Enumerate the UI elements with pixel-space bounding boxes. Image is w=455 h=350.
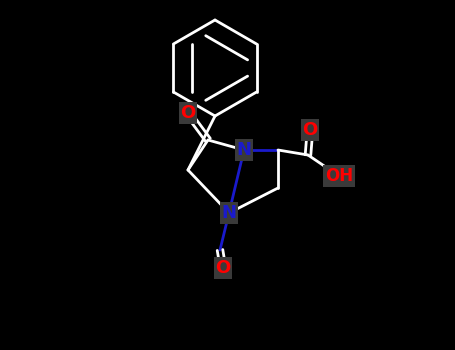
Text: OH: OH [325,167,353,185]
Text: N: N [237,141,252,159]
Text: O: O [215,259,231,277]
Text: N: N [222,204,237,222]
Text: O: O [180,104,196,122]
Text: O: O [303,121,318,139]
